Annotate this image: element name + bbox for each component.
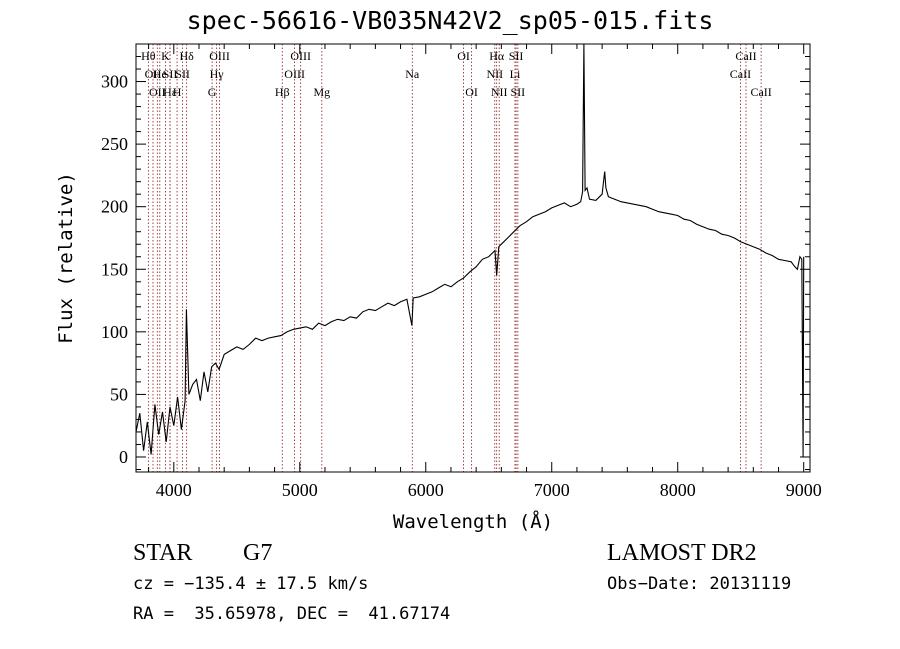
line-label: Hε bbox=[163, 85, 177, 99]
line-label: H bbox=[173, 85, 182, 99]
line-label: Hδ bbox=[179, 49, 194, 63]
line-label: Li bbox=[510, 67, 521, 81]
line-markers bbox=[147, 44, 762, 472]
line-label: CaII bbox=[730, 67, 751, 81]
y-axis: 0 50 100 150 200 250 300 bbox=[101, 56, 810, 470]
observation-date: Obs−Date: 20131119 bbox=[607, 574, 792, 594]
line-label: He bbox=[153, 67, 167, 81]
line-label: Hγ bbox=[210, 67, 225, 81]
coordinates: RA = 35.65978, DEC = 41.67174 bbox=[133, 604, 451, 624]
x-tick-label: 5000 bbox=[282, 480, 318, 500]
y-tick-label: 0 bbox=[119, 447, 128, 467]
line-label: Na bbox=[405, 67, 420, 81]
x-tick-label: 9000 bbox=[786, 480, 822, 500]
line-label: Hα bbox=[489, 49, 505, 63]
object-subclass: G7 bbox=[243, 540, 273, 566]
spectrum-line bbox=[135, 43, 805, 458]
line-label: G bbox=[208, 85, 217, 99]
line-label: OI bbox=[457, 49, 470, 63]
chart-title: spec-56616-VB035N42V2_sp05-015.fits bbox=[186, 6, 714, 35]
line-label: Hβ bbox=[275, 85, 290, 99]
line-label: Mg bbox=[313, 85, 330, 99]
line-label: K bbox=[161, 49, 170, 63]
line-label: OII bbox=[145, 67, 162, 81]
object-class: STAR bbox=[133, 540, 193, 566]
x-tick-label: 6000 bbox=[408, 480, 444, 500]
line-label: CaII bbox=[750, 85, 771, 99]
y-axis-label: Flux (relative) bbox=[55, 172, 77, 344]
line-label: OIII bbox=[209, 49, 230, 63]
y-tick-label: 250 bbox=[101, 134, 128, 154]
x-axis-label: Wavelength (Å) bbox=[393, 510, 553, 533]
line-label: NII bbox=[486, 67, 503, 81]
y-tick-label: 300 bbox=[101, 72, 128, 92]
survey-name: LAMOST DR2 bbox=[607, 540, 757, 566]
x-tick-label: 7000 bbox=[534, 480, 570, 500]
y-tick-label: 150 bbox=[101, 259, 128, 279]
x-tick-label: 8000 bbox=[660, 480, 696, 500]
line-label: NII bbox=[491, 85, 508, 99]
line-label: OIII bbox=[290, 49, 311, 63]
line-label: SII bbox=[175, 67, 190, 81]
redshift-velocity: cz = −135.4 ± 17.5 km/s bbox=[133, 574, 369, 594]
line-label: SII bbox=[511, 85, 526, 99]
line-label: SII bbox=[509, 49, 524, 63]
line-label: SII bbox=[163, 67, 178, 81]
x-tick-label: 4000 bbox=[156, 480, 192, 500]
y-tick-label: 200 bbox=[101, 197, 128, 217]
y-tick-label: 50 bbox=[110, 384, 128, 404]
plot-frame bbox=[135, 43, 811, 473]
line-label: OI bbox=[465, 85, 478, 99]
line-label: CaII bbox=[735, 49, 756, 63]
x-axis: 4000 5000 6000 7000 8000 9000 bbox=[148, 44, 822, 500]
line-label: OIII bbox=[284, 67, 305, 81]
y-tick-label: 100 bbox=[101, 322, 128, 342]
line-label: Hθ bbox=[141, 49, 156, 63]
line-label: OII bbox=[149, 85, 166, 99]
